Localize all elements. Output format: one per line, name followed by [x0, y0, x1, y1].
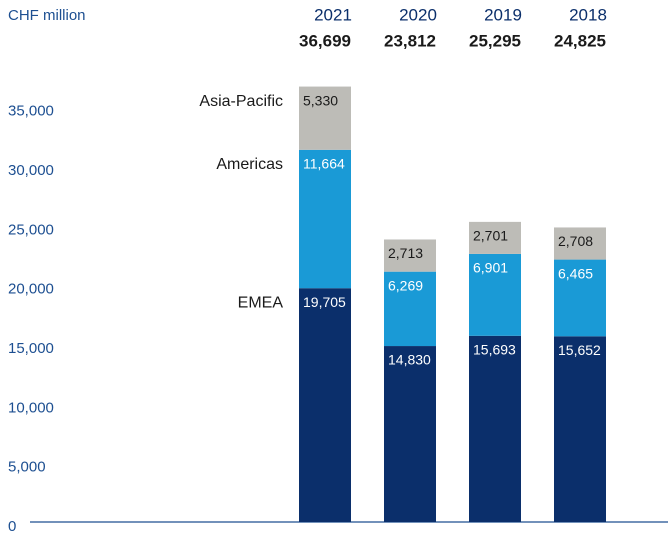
bar-segment — [299, 288, 351, 522]
series-label: EMEA — [238, 294, 284, 311]
total-label: 25,295 — [469, 31, 521, 50]
value-label: 15,652 — [558, 342, 601, 358]
y-tick-label: 25,000 — [8, 221, 54, 238]
y-tick-label: 5,000 — [8, 459, 46, 476]
year-label: 2020 — [399, 5, 437, 24]
bar-segment — [469, 335, 521, 522]
unit-label: CHF million — [8, 7, 86, 24]
value-label: 2,713 — [388, 245, 423, 261]
value-label: 5,330 — [303, 92, 338, 108]
y-tick-label: 30,000 — [8, 162, 54, 179]
bar-segment — [554, 227, 606, 260]
value-label: 2,708 — [558, 233, 593, 249]
y-tick-label: 20,000 — [8, 281, 54, 298]
bar-segment — [384, 239, 436, 272]
bar-segment — [469, 253, 521, 336]
total-label: 23,812 — [384, 31, 436, 50]
series-label: Americas — [216, 156, 283, 173]
y-tick-label: 0 — [8, 518, 16, 533]
value-label: 6,269 — [388, 277, 423, 293]
bar-segment — [299, 86, 351, 150]
total-label: 24,825 — [554, 31, 606, 50]
year-label: 2018 — [569, 5, 607, 24]
value-label: 6,465 — [558, 265, 593, 281]
total-label: 36,699 — [299, 31, 351, 50]
value-label: 2,701 — [473, 228, 508, 244]
bar-segment — [554, 336, 606, 522]
y-tick-label: 15,000 — [8, 340, 54, 357]
y-tick-label: 10,000 — [8, 399, 54, 416]
bar-segment — [299, 149, 351, 289]
year-label: 2021 — [314, 5, 352, 24]
year-label: 2019 — [484, 5, 522, 24]
value-label: 6,901 — [473, 260, 508, 276]
value-label: 11,664 — [303, 156, 345, 172]
value-label: 15,693 — [473, 342, 516, 358]
bar-segment — [384, 271, 436, 347]
series-label: Asia-Pacific — [199, 93, 283, 110]
y-tick-label: 35,000 — [8, 103, 54, 120]
bar-segment — [469, 221, 521, 254]
bar-segment — [554, 259, 606, 337]
bar-segment — [384, 346, 436, 522]
value-label: 19,705 — [303, 294, 346, 310]
value-label: 14,830 — [388, 352, 431, 368]
